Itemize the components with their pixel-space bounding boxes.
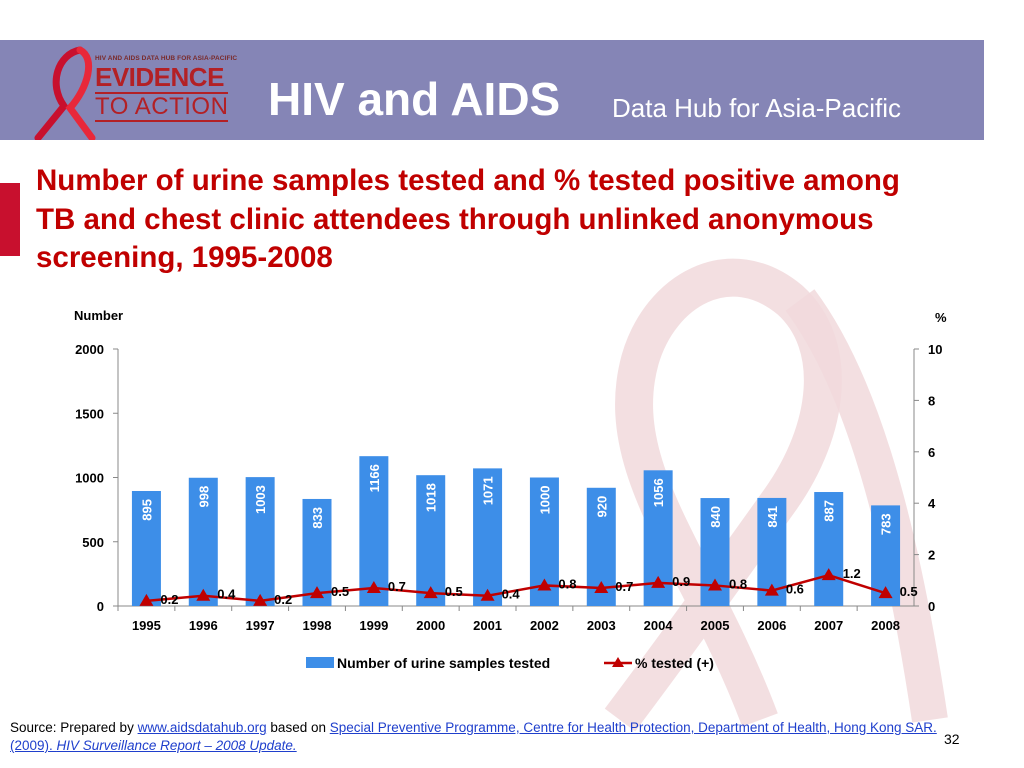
percent-marker (139, 593, 154, 606)
percent-value-label: 0.4 (502, 587, 521, 602)
x-tick-label: 2006 (757, 618, 786, 633)
bar-value-label: 895 (139, 499, 154, 521)
y2-tick-label: 10 (928, 342, 942, 357)
bar-value-label: 1018 (424, 483, 439, 512)
percent-marker (480, 588, 495, 601)
bar-value-label: 1000 (537, 486, 552, 515)
percent-marker (878, 586, 893, 599)
bar (245, 477, 275, 606)
bar-value-label: 887 (822, 500, 837, 522)
percent-marker (764, 583, 779, 596)
y2-tick-label: 2 (928, 548, 935, 563)
percent-value-label: 0.8 (729, 576, 747, 591)
percent-marker (253, 593, 268, 606)
y-tick-label: 0 (97, 599, 104, 614)
bar (188, 477, 218, 606)
y-axis-title: Number (74, 308, 123, 323)
source-prefix: Source: Prepared by (10, 720, 138, 735)
logo-to-action-text: TO ACTION (95, 92, 229, 122)
percent-value-label: 0.5 (331, 584, 349, 599)
bar-value-label: 920 (594, 496, 609, 518)
percent-value-label: 0.9 (672, 574, 690, 589)
legend-bar-swatch (306, 657, 334, 668)
x-tick-label: 1998 (303, 618, 332, 633)
x-tick-label: 2003 (587, 618, 616, 633)
bar-value-label: 841 (765, 506, 780, 528)
spp-report-link-title: HIV Surveillance Report – 2008 Update. (56, 738, 297, 753)
bar-value-label: 840 (708, 506, 723, 528)
percent-marker (423, 586, 438, 599)
legend-line-marker (612, 657, 624, 667)
x-tick-label: 1995 (132, 618, 161, 633)
legend-line-label: % tested (+) (635, 655, 714, 671)
percent-marker (821, 568, 836, 581)
x-tick-label: 2002 (530, 618, 559, 633)
percent-marker (537, 578, 552, 591)
bar-value-label: 1056 (651, 478, 666, 507)
bar-value-label: 1071 (481, 476, 496, 505)
x-tick-label: 1999 (359, 618, 388, 633)
percent-value-label: 0.7 (388, 579, 406, 594)
spp-report-link[interactable]: Special Preventive Programme, Centre for… (10, 720, 937, 753)
page-number: 32 (944, 731, 960, 747)
x-tick-label: 1997 (246, 618, 275, 633)
y-tick-label: 1500 (75, 406, 104, 421)
y2-tick-label: 0 (928, 599, 935, 614)
percent-value-label: 0.6 (786, 582, 804, 597)
percent-value-label: 0.4 (217, 587, 236, 602)
y-tick-label: 1000 (75, 471, 104, 486)
percent-value-label: 1.2 (843, 566, 861, 581)
header-title: HIV and AIDS (268, 73, 561, 125)
percent-value-label: 0.2 (160, 592, 178, 607)
percent-marker (366, 581, 381, 594)
bar-value-label: 998 (196, 486, 211, 508)
percent-marker (651, 575, 666, 588)
x-tick-label: 2008 (871, 618, 900, 633)
x-tick-label: 2000 (416, 618, 445, 633)
bar (131, 490, 161, 606)
x-tick-label: 2007 (814, 618, 843, 633)
header-subtitle: Data Hub for Asia-Pacific (612, 93, 902, 123)
x-tick-label: 2005 (701, 618, 730, 633)
spp-report-link-text: Special Preventive Programme, Centre for… (10, 720, 937, 753)
percent-marker (708, 578, 722, 591)
legend-bar-label: Number of urine samples tested (337, 655, 550, 671)
percent-value-label: 0.5 (900, 584, 918, 599)
logo-caption: HIV AND AIDS DATA HUB FOR ASIA-PACIFIC (95, 55, 238, 62)
y-tick-label: 500 (82, 535, 104, 550)
percent-value-label: 0.8 (558, 576, 576, 591)
percent-marker (310, 586, 324, 599)
y-tick-label: 2000 (75, 342, 104, 357)
bar-value-label: 1003 (253, 485, 268, 514)
aidsdatahub-link[interactable]: www.aidsdatahub.org (137, 720, 267, 735)
bar-value-label: 783 (879, 513, 894, 535)
combo-chart: 0 500 1000 1500 2000 0 2 4 6 8 10 Number % 1995 1996 19… (74, 308, 947, 671)
bar (473, 468, 503, 606)
x-tick-label: 1996 (189, 618, 218, 633)
bar (814, 492, 844, 606)
source-middle: based on (266, 720, 330, 735)
source-note: Source: Prepared by www.aidsdatahub.org … (10, 719, 940, 755)
y2-tick-label: 6 (928, 445, 935, 460)
percent-line (146, 573, 886, 603)
x-tick-label: 2001 (473, 618, 502, 633)
percent-marker (196, 588, 211, 601)
percent-value-label: 0.7 (615, 579, 633, 594)
slide-title: Number of urine samples tested and % tes… (36, 164, 900, 274)
percent-value-label: 0.2 (274, 592, 292, 607)
logo-evidence-text: EVIDENCE (95, 62, 224, 92)
x-tick-label: 2004 (644, 618, 674, 633)
bar-value-label: 1166 (367, 464, 382, 492)
bar (416, 475, 446, 606)
red-ribbon-icon (34, 46, 96, 142)
y2-tick-label: 8 (928, 393, 935, 408)
percent-value-label: 0.5 (445, 584, 463, 599)
percent-marker (594, 581, 609, 594)
y2-tick-label: 4 (928, 496, 936, 511)
bar-value-label: 833 (310, 507, 325, 529)
y2-axis-title: % (935, 310, 947, 325)
header-band (0, 40, 984, 140)
evidence-to-action-logo (18, 44, 248, 142)
title-accent-bar (0, 183, 20, 256)
